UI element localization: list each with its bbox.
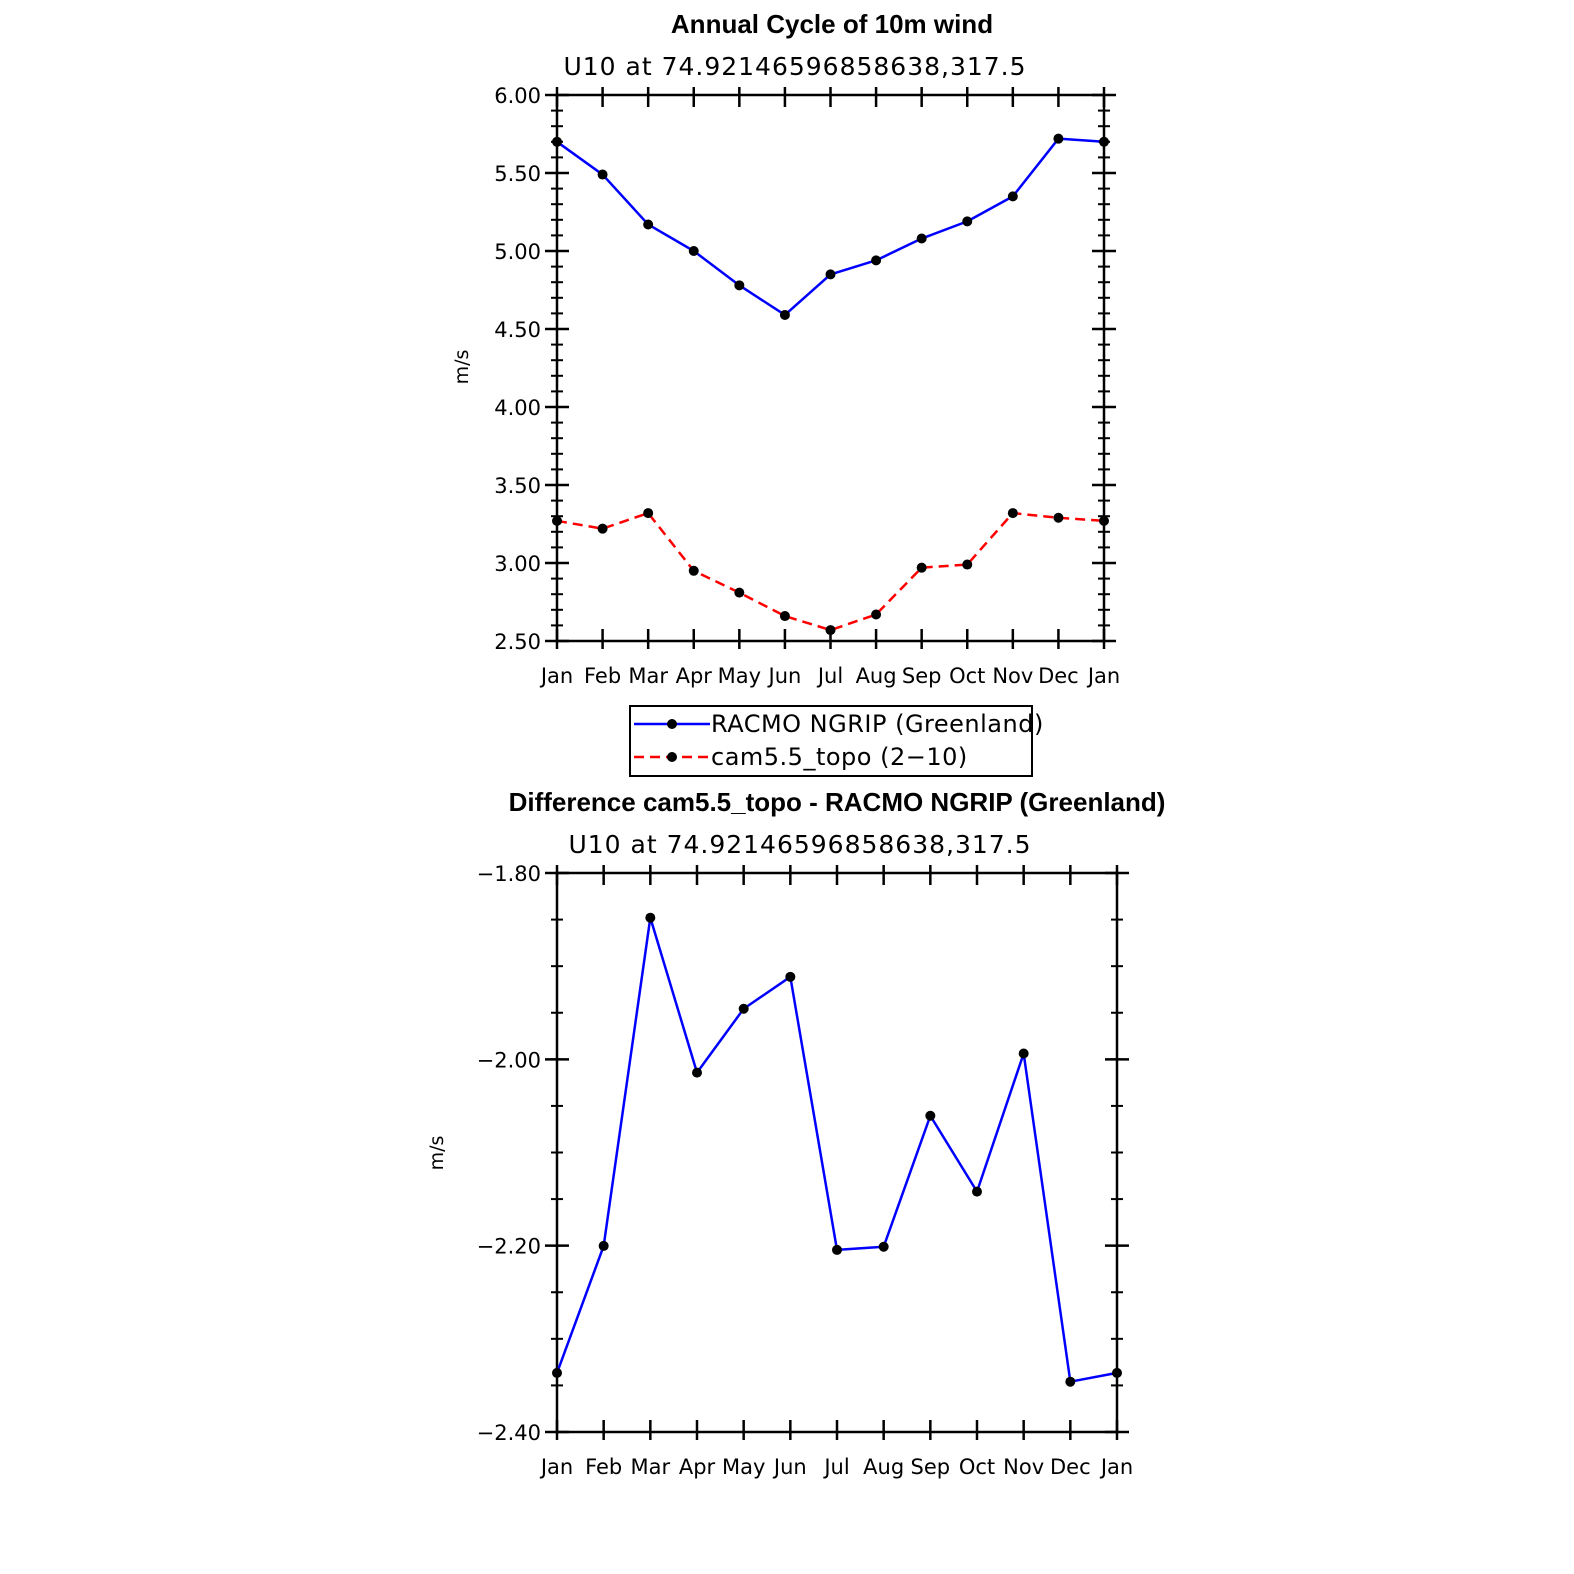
chart1-ytick-label: 4.50 xyxy=(494,318,541,342)
chart2-xtick-label: Jun xyxy=(772,1455,807,1479)
chart1-series-0-point xyxy=(688,246,699,256)
chart1-ytick-label: 3.00 xyxy=(494,552,541,576)
chart1-series-0-point xyxy=(734,280,745,291)
chart2-series-0-point xyxy=(692,1067,702,1078)
chart2-frame xyxy=(555,871,1119,1434)
chart1-series-1-point xyxy=(597,523,608,534)
chart2-xtick-label: Nov xyxy=(1003,1455,1044,1479)
chart2-series-0-point xyxy=(645,912,656,923)
chart2-xtick-label: Aug xyxy=(863,1455,904,1479)
chart2-xtick-label: Apr xyxy=(679,1455,716,1479)
chart2-series-0-point xyxy=(972,1186,982,1197)
chart2-xtick-label: Mar xyxy=(631,1455,671,1479)
chart1-plot-area: Jan Feb Mar Apr May Jun Jul Aug Sep Oct Nov Dec Jan 6… xyxy=(494,84,1120,688)
legend-label-cam: cam5.5_topo (2−10) xyxy=(711,743,968,771)
chart2-title: Difference cam5.5_topo - RACMO NGRIP (Gr… xyxy=(509,787,1166,817)
chart1-ytick-label: 2.50 xyxy=(494,630,541,654)
chart2-series-0-point xyxy=(878,1241,889,1252)
chart2-series-0-point xyxy=(785,971,796,982)
chart2-plot-area: Jan Feb Mar Apr May Jun Jul Aug Sep Oct Nov Dec Jan −… xyxy=(477,862,1134,1479)
chart2-series-0-point xyxy=(1112,1367,1122,1378)
chart1-xtick-label: Mar xyxy=(628,664,668,688)
legend-marker-cam xyxy=(667,752,677,762)
chart1-series-0-point xyxy=(871,255,882,266)
chart2-series-0-point xyxy=(832,1244,842,1255)
chart2-xtick-label: Jan xyxy=(539,1455,573,1479)
chart2-xtick-label: Sep xyxy=(911,1455,951,1479)
chart1-frame xyxy=(555,93,1106,643)
legend-box xyxy=(629,705,1033,777)
chart2-ytick-label: −2.20 xyxy=(477,1235,541,1259)
chart1-series-1-point xyxy=(779,611,790,622)
chart1-series-1-line xyxy=(556,511,1105,632)
chart2-series-0-point xyxy=(1018,1048,1029,1059)
chart2-ytick-label: −2.00 xyxy=(477,1048,541,1072)
chart1-series-1-point xyxy=(552,515,562,526)
chart1-ylabel: m/s xyxy=(451,350,473,385)
legend-label-racmo: RACMO NGRIP (Greenland) xyxy=(711,710,1044,738)
chart1-series-0-point xyxy=(916,233,927,244)
chart1-series-0-line xyxy=(556,137,1105,317)
chart2-series-0-point xyxy=(552,1367,562,1378)
chart2-ylabel: m/s xyxy=(426,1136,448,1171)
chart1-series-0-point xyxy=(1053,133,1064,144)
chart1-series-0-point xyxy=(643,219,654,230)
chart1-series-1-point xyxy=(734,587,745,598)
chart1-ytick-label: 5.00 xyxy=(494,240,541,264)
chart1-series-0-point xyxy=(962,216,973,227)
chart2-xtick-label: Feb xyxy=(585,1455,622,1479)
chart1-series-0-point xyxy=(597,169,608,180)
chart1-xtick-label: Sep xyxy=(902,664,942,688)
chart-annual-cycle: Annual Cycle of 10m wind U10 at 74.92146… xyxy=(451,9,1120,777)
chart1-ytick-label: 5.50 xyxy=(494,162,541,186)
chart2-xtick-label: Jul xyxy=(822,1455,849,1479)
chart1-series-0-point xyxy=(1099,136,1109,147)
legend-marker-racmo xyxy=(667,719,677,729)
chart1-series-1-point xyxy=(916,562,927,573)
chart1-series-0-point xyxy=(1007,191,1018,202)
chart1-series-1-point xyxy=(962,559,973,570)
chart-difference: Difference cam5.5_topo - RACMO NGRIP (Gr… xyxy=(426,787,1165,1479)
chart1-series-0-point xyxy=(825,269,836,280)
chart1-xtick-label: May xyxy=(718,664,761,688)
chart1-series-1-point xyxy=(688,565,699,576)
chart2-xtick-label: Jan xyxy=(1099,1455,1133,1479)
chart1-ytick-label: 3.50 xyxy=(494,474,541,498)
chart1-series-1-point xyxy=(643,508,654,519)
chart2-series-0-point xyxy=(1065,1376,1076,1387)
chart1-xtick-label: Jul xyxy=(816,664,843,688)
chart2-ytick-label: −2.40 xyxy=(477,1421,541,1445)
chart2-ytick-label: −1.80 xyxy=(477,862,541,886)
chart1-series-0-point xyxy=(779,309,790,320)
chart1-xtick-label: Feb xyxy=(584,664,621,688)
chart2-xtick-label: May xyxy=(722,1455,765,1479)
chart1-series-1-point xyxy=(1007,508,1018,519)
chart1-series-1-point xyxy=(1053,512,1064,523)
chart1-xtick-label: Jan xyxy=(539,664,573,688)
chart2-series-0-point xyxy=(925,1110,936,1121)
chart1-xtick-label: Dec xyxy=(1038,664,1079,688)
chart1-title: Annual Cycle of 10m wind xyxy=(671,9,993,39)
chart1-xtick-label: Oct xyxy=(949,664,985,688)
chart2-series-0-point xyxy=(598,1240,609,1251)
chart1-xtick-label: Nov xyxy=(992,664,1033,688)
chart2-series-0-point xyxy=(738,1003,749,1014)
chart2-series-0-line xyxy=(555,916,1118,1383)
chart1-xtick-label: Jun xyxy=(767,664,802,688)
chart1-xtick-label: Aug xyxy=(856,664,897,688)
chart1-ytick-label: 4.00 xyxy=(494,396,541,420)
chart1-series-0-point xyxy=(552,136,562,147)
chart1-series-1-point xyxy=(871,609,882,620)
chart1-xtick-label: Jan xyxy=(1086,664,1120,688)
chart2-xtick-label: Dec xyxy=(1050,1455,1091,1479)
chart1-series-1-point xyxy=(1099,515,1109,526)
chart1-ytick-label: 6.00 xyxy=(494,84,541,108)
chart1-subtitle: U10 at 74.92146596858638,317.5 xyxy=(563,52,1026,81)
chart1-series-1-point xyxy=(825,625,836,636)
chart1-xtick-label: Apr xyxy=(676,664,713,688)
chart2-xtick-label: Oct xyxy=(959,1455,995,1479)
chart2-subtitle: U10 at 74.92146596858638,317.5 xyxy=(568,830,1031,859)
chart1-legend: RACMO NGRIP (Greenland) cam5.5_topo (2−1… xyxy=(629,705,1044,777)
